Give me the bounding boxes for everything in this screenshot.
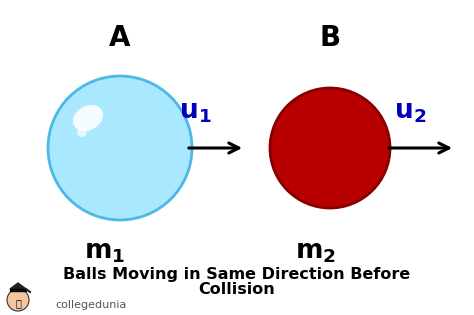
- Circle shape: [77, 127, 87, 137]
- Circle shape: [66, 94, 174, 202]
- Circle shape: [77, 105, 163, 191]
- Circle shape: [279, 97, 381, 199]
- Text: $\mathbf{u_2}$: $\mathbf{u_2}$: [394, 99, 426, 125]
- Circle shape: [55, 83, 185, 213]
- Text: A: A: [109, 24, 131, 52]
- Polygon shape: [10, 283, 26, 289]
- Circle shape: [291, 109, 369, 187]
- Text: 🤓: 🤓: [15, 298, 21, 308]
- Text: $\mathbf{m_2}$: $\mathbf{m_2}$: [294, 239, 336, 265]
- Text: Collision: Collision: [199, 283, 275, 297]
- Circle shape: [48, 76, 192, 220]
- Circle shape: [270, 88, 390, 208]
- Text: $\mathbf{u_1}$: $\mathbf{u_1}$: [179, 99, 211, 125]
- Text: collegedunia: collegedunia: [55, 300, 127, 310]
- Text: B: B: [319, 24, 340, 52]
- FancyBboxPatch shape: [10, 289, 26, 291]
- Text: $\mathbf{m_1}$: $\mathbf{m_1}$: [84, 239, 126, 265]
- Circle shape: [7, 289, 29, 311]
- Ellipse shape: [73, 105, 103, 131]
- Text: Balls Moving in Same Direction Before: Balls Moving in Same Direction Before: [64, 267, 410, 283]
